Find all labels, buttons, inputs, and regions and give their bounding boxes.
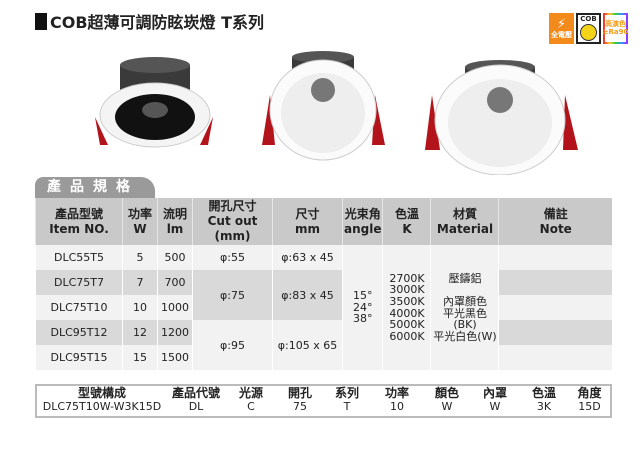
full-voltage-badge: ⚡ 全電壓 [549, 13, 574, 44]
temp-cell: 2700K 3000K 3500K 4000K 5000K 6000K [382, 245, 431, 370]
table-row: DLC75T7 7 700 φ:75 φ:83 x 45 [35, 270, 612, 320]
model-col: 內罩 W [482, 386, 507, 413]
table-row: DLC95T15 15 1500 [35, 345, 612, 370]
model-col: 光源 C [238, 386, 263, 413]
lamp-black-inner-image [95, 57, 213, 148]
col-note: 備註 Note [498, 198, 612, 245]
model-col: 系列 T [334, 386, 359, 413]
title-marker [35, 12, 47, 30]
table-row: DLC95T12 12 1200 φ:95 φ:105 x 65 [35, 320, 612, 370]
model-col: 色溫 3K [531, 386, 556, 413]
table-row: DLC75T10 10 1000 [35, 295, 612, 320]
lamp-white-large-image [425, 60, 578, 175]
cob-chip-icon [580, 24, 597, 42]
col-temp: 色溫 K [382, 198, 431, 245]
note-cell [498, 295, 612, 320]
spec-tab: 產品規格 [35, 177, 155, 198]
table-row: DLC55T5 5 500 φ:55 φ:63 x 45 15° 24° 38° 2700… [35, 245, 612, 370]
product-images [95, 51, 578, 175]
col-cutout: 開孔尺寸 Cut out (mm) [192, 198, 273, 245]
feature-badges: ⚡ 全電壓 COB 高演色 ≥Ra90 [549, 13, 628, 44]
angle-cell: 15° 24° 38° [341, 245, 383, 370]
model-col: 角度 15D [577, 386, 602, 413]
col-material: 材質 Material [430, 198, 499, 245]
cob-badge: COB [576, 13, 601, 44]
model-col: 產品代號 DL [171, 386, 220, 413]
lightning-icon: ⚡ [556, 16, 567, 32]
model-col: 顏色 W [434, 386, 459, 413]
lamp-white-small-image [262, 51, 385, 161]
col-power: 功率 W [122, 198, 158, 245]
material-cell: 壓鑄鋁 內罩顏色 平光黑色(BK) 平光白色(W) [430, 245, 499, 370]
col-angle: 光束角 angle [341, 198, 383, 245]
model-col: 型號構成 DLC75T10W-W3K15D [42, 386, 162, 413]
high-cri-badge: 高演色 ≥Ra90 [603, 13, 628, 44]
model-col: 開孔 75 [287, 386, 312, 413]
note-cell [498, 245, 612, 270]
model-col: 功率 10 [384, 386, 409, 413]
spec-table: 產品型號 Item NO. 功率 W 流明 lm 開孔尺寸 Cut out (mm) 尺… [35, 198, 612, 370]
note-cell [498, 345, 612, 370]
note-cell [498, 320, 612, 345]
col-item: 產品型號 Item NO. [35, 198, 123, 245]
page-title: COB超薄可調防眩崁燈 T系列 [35, 9, 264, 33]
header-row: 產品型號 Item NO. 功率 W 流明 lm 開孔尺寸 Cut out (mm) 尺… [35, 198, 612, 245]
col-lumen: 流明 lm [157, 198, 193, 245]
col-size: 尺寸 mm [272, 198, 343, 245]
note-cell [498, 270, 612, 295]
model-code-box: 型號構成 DLC75T10W-W3K15D 產品代號 DL 光源 C 開孔 75 系列 T… [35, 384, 612, 418]
